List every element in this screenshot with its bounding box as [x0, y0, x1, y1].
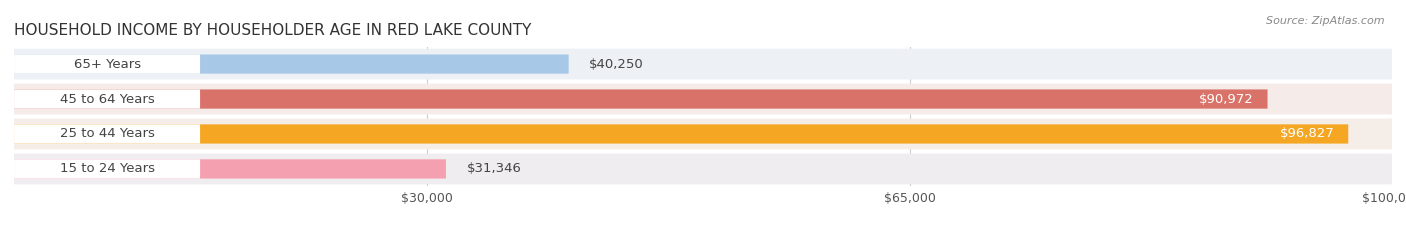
FancyBboxPatch shape: [14, 89, 1268, 109]
Text: Source: ZipAtlas.com: Source: ZipAtlas.com: [1267, 16, 1385, 26]
Text: $31,346: $31,346: [467, 162, 522, 175]
FancyBboxPatch shape: [14, 124, 200, 144]
FancyBboxPatch shape: [14, 154, 1392, 184]
FancyBboxPatch shape: [14, 55, 568, 74]
FancyBboxPatch shape: [14, 159, 200, 178]
Text: 65+ Years: 65+ Years: [73, 58, 141, 71]
Text: 15 to 24 Years: 15 to 24 Years: [59, 162, 155, 175]
Text: $90,972: $90,972: [1199, 93, 1254, 106]
FancyBboxPatch shape: [14, 124, 1348, 144]
FancyBboxPatch shape: [14, 159, 446, 178]
Text: $40,250: $40,250: [589, 58, 644, 71]
FancyBboxPatch shape: [14, 119, 1392, 149]
FancyBboxPatch shape: [14, 84, 1392, 114]
Text: 25 to 44 Years: 25 to 44 Years: [59, 127, 155, 140]
Text: 45 to 64 Years: 45 to 64 Years: [59, 93, 155, 106]
FancyBboxPatch shape: [14, 49, 1392, 79]
FancyBboxPatch shape: [14, 89, 200, 109]
Text: $96,827: $96,827: [1279, 127, 1334, 140]
Text: HOUSEHOLD INCOME BY HOUSEHOLDER AGE IN RED LAKE COUNTY: HOUSEHOLD INCOME BY HOUSEHOLDER AGE IN R…: [14, 24, 531, 38]
FancyBboxPatch shape: [14, 55, 200, 74]
